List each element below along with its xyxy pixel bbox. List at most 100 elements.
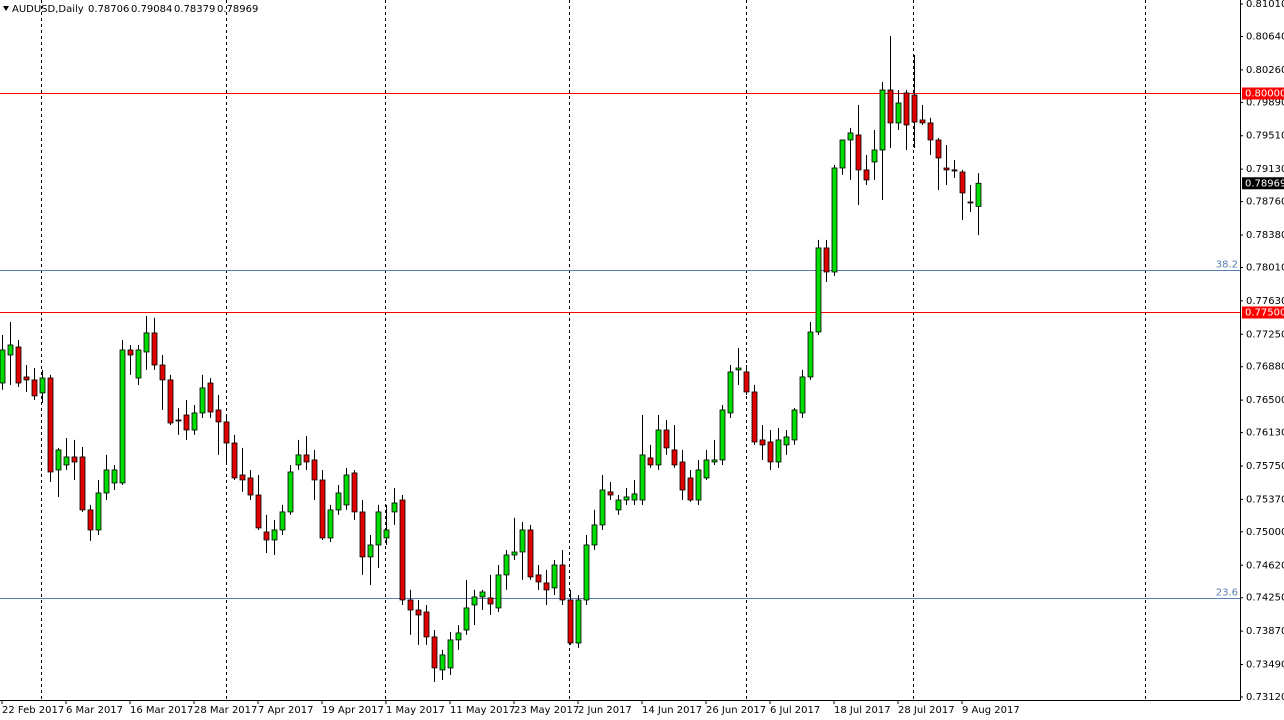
candle-body [975, 182, 982, 207]
candle-body [375, 511, 382, 546]
y-tick-label: 0.78760 [1246, 197, 1284, 208]
candle-body [887, 89, 894, 124]
candle-body [831, 167, 838, 273]
candle-body [791, 409, 798, 441]
x-tick-label: 28 Jul 2017 [898, 705, 955, 716]
level-label-box [1242, 306, 1284, 319]
candle-body [183, 414, 190, 431]
y-tick-label: 0.80260 [1246, 65, 1284, 76]
candle-body [319, 479, 326, 539]
candle-body [175, 419, 182, 422]
y-tick-label: 0.79510 [1246, 131, 1284, 142]
candle-body [639, 454, 646, 501]
candle-body [615, 499, 622, 511]
candle-body [751, 391, 758, 443]
y-tick-label: 0.73870 [1246, 626, 1284, 637]
candle-body [847, 132, 854, 141]
y-tick-label: 0.73490 [1246, 660, 1284, 671]
x-tick-label: 7 Apr 2017 [258, 705, 313, 716]
candle-body [623, 496, 630, 501]
x-tick-label: 18 Jul 2017 [834, 705, 891, 716]
candle-body [767, 441, 774, 463]
candle-body [431, 636, 438, 669]
candle-body [119, 349, 126, 484]
candle-body [407, 599, 414, 611]
x-tick-label: 22 Feb 2017 [2, 705, 64, 716]
candle-body [295, 454, 302, 466]
candle-body [279, 511, 286, 531]
candle-body [335, 492, 342, 511]
candle-body [0, 349, 6, 384]
candle-body [879, 89, 886, 151]
candle-body [631, 493, 638, 501]
header-open: 0.78706 [88, 4, 129, 15]
candle-body [511, 551, 518, 556]
candle-body [591, 524, 598, 546]
candle-body [423, 611, 430, 638]
x-tick-label: 19 Apr 2017 [322, 705, 384, 716]
candle-body [775, 439, 782, 463]
candle-body [735, 367, 742, 371]
candle-body [135, 349, 142, 379]
candle-body [95, 492, 102, 531]
candle-body [479, 591, 486, 598]
candle-body [655, 429, 662, 466]
candle-body [15, 346, 22, 384]
y-tick-label: 0.75750 [1246, 461, 1284, 472]
current-price-box [1242, 177, 1284, 190]
candle-body [543, 582, 550, 591]
y-tick-label: 0.74250 [1246, 593, 1284, 604]
candle-body [223, 421, 230, 444]
candle-body [199, 387, 206, 414]
candle-body [343, 474, 350, 506]
candle-body [359, 511, 366, 558]
y-tick-label: 0.79130 [1246, 164, 1284, 175]
y-tick-label: 0.73120 [1246, 692, 1284, 703]
candle-body [23, 376, 30, 381]
candle-body [351, 472, 358, 513]
candle-body [63, 456, 70, 466]
y-tick-label: 0.76500 [1246, 395, 1284, 406]
candle-body [967, 201, 974, 204]
candle-body [607, 491, 614, 496]
x-tick-label: 6 Jul 2017 [770, 705, 820, 716]
candle-body [935, 139, 942, 159]
candle-body [671, 449, 678, 466]
candle-body [87, 509, 94, 531]
candle-body [383, 529, 390, 539]
header-arrow [3, 6, 9, 11]
candle-body [151, 332, 158, 366]
candle-body [519, 529, 526, 553]
y-tick-label: 0.80640 [1246, 31, 1284, 42]
y-tick-label: 0.79890 [1246, 97, 1284, 108]
y-tick-label: 0.78010 [1246, 262, 1284, 273]
candle-body [47, 377, 54, 473]
candle-body [207, 382, 214, 413]
candle-body [575, 599, 582, 644]
candle-body [487, 597, 494, 605]
candle-body [111, 469, 118, 484]
candle-body [191, 412, 198, 431]
y-tick-label: 0.77630 [1246, 296, 1284, 307]
candle-body [79, 456, 86, 511]
candle-body [255, 494, 262, 529]
x-tick-label: 16 Mar 2017 [130, 705, 193, 716]
candle-body [231, 442, 238, 479]
candle-body [551, 564, 558, 589]
candle-body [159, 364, 166, 381]
candle-body [535, 574, 542, 583]
level-label: 0.77500 [1245, 308, 1284, 319]
level-label-box [1242, 87, 1284, 100]
candle-body [239, 474, 246, 481]
candle-body [783, 436, 790, 446]
y-tick-label: 0.76130 [1246, 428, 1284, 439]
y-tick-label: 0.78380 [1246, 230, 1284, 241]
candle-body [287, 471, 294, 513]
candle-body [807, 331, 814, 378]
candle-body [503, 554, 510, 576]
candle-body [943, 167, 950, 171]
level-label: 0.80000 [1245, 89, 1284, 100]
candle-body [927, 122, 934, 141]
candle-body [567, 599, 574, 644]
